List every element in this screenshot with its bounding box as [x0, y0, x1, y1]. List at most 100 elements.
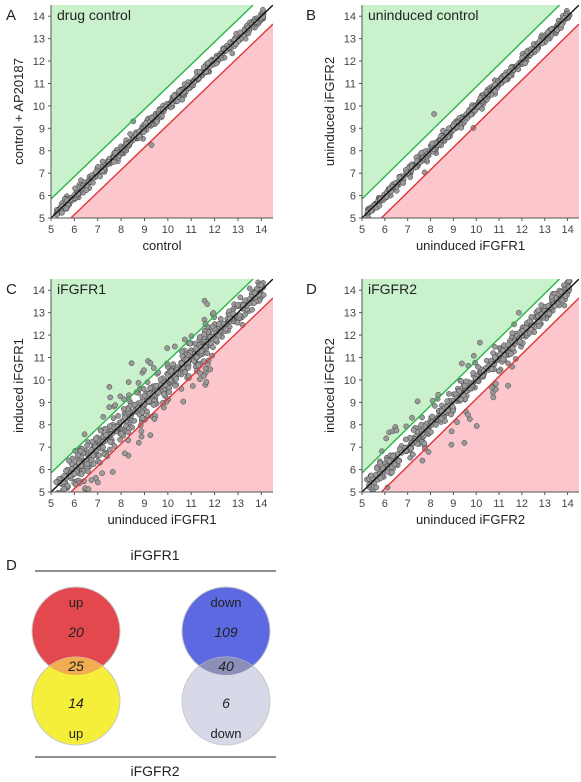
outlier-point: [196, 334, 203, 340]
outlier-point: [470, 352, 477, 359]
x-tick-label: 14: [561, 224, 573, 236]
data-point: [517, 338, 523, 345]
outlier-point: [117, 393, 124, 400]
data-point: [99, 158, 106, 165]
x-tick-label: 13: [539, 224, 551, 236]
venn-up-bottom-label: up: [69, 726, 83, 741]
outlier-point: [431, 111, 437, 117]
x-tick-label: 6: [382, 224, 388, 236]
outlier-point: [135, 380, 142, 386]
outlier-point: [418, 421, 425, 428]
outlier-point: [74, 452, 81, 459]
outlier-point: [195, 362, 202, 369]
venn-up: up 20 25 14 up: [31, 586, 121, 746]
data-point: [234, 301, 241, 308]
outlier-point: [505, 382, 511, 389]
venn-up-overlap-count: 25: [67, 658, 84, 674]
outlier-point: [77, 502, 82, 507]
x-tick-label: 9: [141, 498, 147, 510]
outlier-point: [209, 323, 216, 330]
y-tick-label: 7: [39, 442, 45, 454]
outlier-point: [97, 427, 104, 434]
data-point: [536, 323, 542, 329]
y-tick-label: 14: [344, 285, 356, 297]
data-point: [559, 297, 566, 304]
data-point: [141, 392, 148, 399]
outlier-point: [140, 386, 147, 392]
y-tick-label: 13: [33, 34, 45, 46]
identity-line: [51, 5, 273, 218]
x-tick-label: 14: [561, 498, 573, 510]
outlier-point: [207, 366, 214, 373]
outlier-point: [197, 376, 203, 382]
x-tick-label: 14: [255, 224, 267, 236]
outlier-point: [170, 361, 177, 367]
data-point: [566, 284, 572, 291]
data-point: [429, 140, 435, 147]
outlier-point: [125, 379, 132, 385]
outlier-point: [454, 419, 460, 425]
data-point: [428, 429, 434, 435]
x-tick-label: 6: [382, 498, 388, 510]
x-tick-label: 12: [208, 498, 220, 510]
data-point: [458, 124, 465, 131]
data-point: [242, 311, 248, 318]
panel-letter-b: B: [306, 7, 316, 24]
outlier-point: [496, 368, 502, 375]
data-point: [538, 311, 545, 318]
outlier-point: [164, 345, 171, 351]
outlier-point: [78, 471, 85, 478]
outlier-point: [94, 479, 101, 486]
data-points: [364, 7, 573, 218]
outlier-point: [461, 440, 468, 446]
outlier-point: [69, 492, 74, 497]
data-point: [233, 41, 239, 47]
outlier-point: [410, 451, 416, 458]
outlier-point: [473, 423, 480, 429]
x-tick-label: 9: [450, 498, 456, 510]
data-point: [368, 491, 372, 492]
x-tick-label: 14: [255, 498, 267, 510]
outlier-point: [419, 457, 426, 464]
data-point: [204, 60, 211, 66]
data-point: [548, 294, 555, 300]
outlier-point: [147, 360, 154, 367]
data-point: [146, 390, 153, 397]
y-tick-label: 14: [344, 11, 356, 23]
data-point: [365, 214, 372, 218]
x-axis-label: uninduced iFGFR1: [416, 238, 525, 253]
data-point: [389, 183, 396, 190]
data-point: [419, 430, 426, 437]
outlier-point: [112, 402, 119, 408]
scatter-panel-b: 5 6 7 8 9 10 11 12 13 14 5 6 7 8 9 10 11 12 13 14 uninduced …: [322, 5, 579, 253]
data-point: [535, 307, 542, 314]
outlier-point: [80, 494, 85, 499]
data-point: [522, 60, 528, 67]
data-point: [260, 292, 267, 298]
x-tick-label: 5: [48, 224, 54, 236]
data-point: [234, 319, 241, 326]
outlier-point: [106, 404, 113, 410]
data-point: [171, 92, 177, 99]
outlier-point: [121, 396, 127, 403]
data-point: [198, 348, 205, 355]
data-point: [216, 321, 222, 327]
venn-up-only-ifgfr2-count: 14: [68, 695, 84, 711]
data-point: [147, 385, 154, 391]
down-threshold-line: [70, 297, 273, 492]
data-point: [395, 458, 402, 465]
data-point: [196, 68, 203, 75]
data-point: [376, 202, 383, 209]
data-point: [173, 375, 180, 382]
outlier-point: [92, 435, 99, 442]
scatter-panel-d: 5 6 7 8 9 10 11 12 13 14 5 6 7 8 9 10 11 12 13 14 iFGFR2 unin…: [322, 279, 579, 527]
panel-letter-c: C: [6, 281, 17, 298]
outlier-point: [109, 469, 116, 475]
x-tick-label: 11: [185, 224, 196, 236]
venn-down-bottom-label: down: [210, 726, 241, 741]
down-threshold-line: [70, 23, 273, 218]
outlier-point: [171, 343, 178, 350]
plot-area: [51, 5, 273, 218]
data-point: [509, 345, 516, 352]
data-point: [418, 149, 425, 156]
